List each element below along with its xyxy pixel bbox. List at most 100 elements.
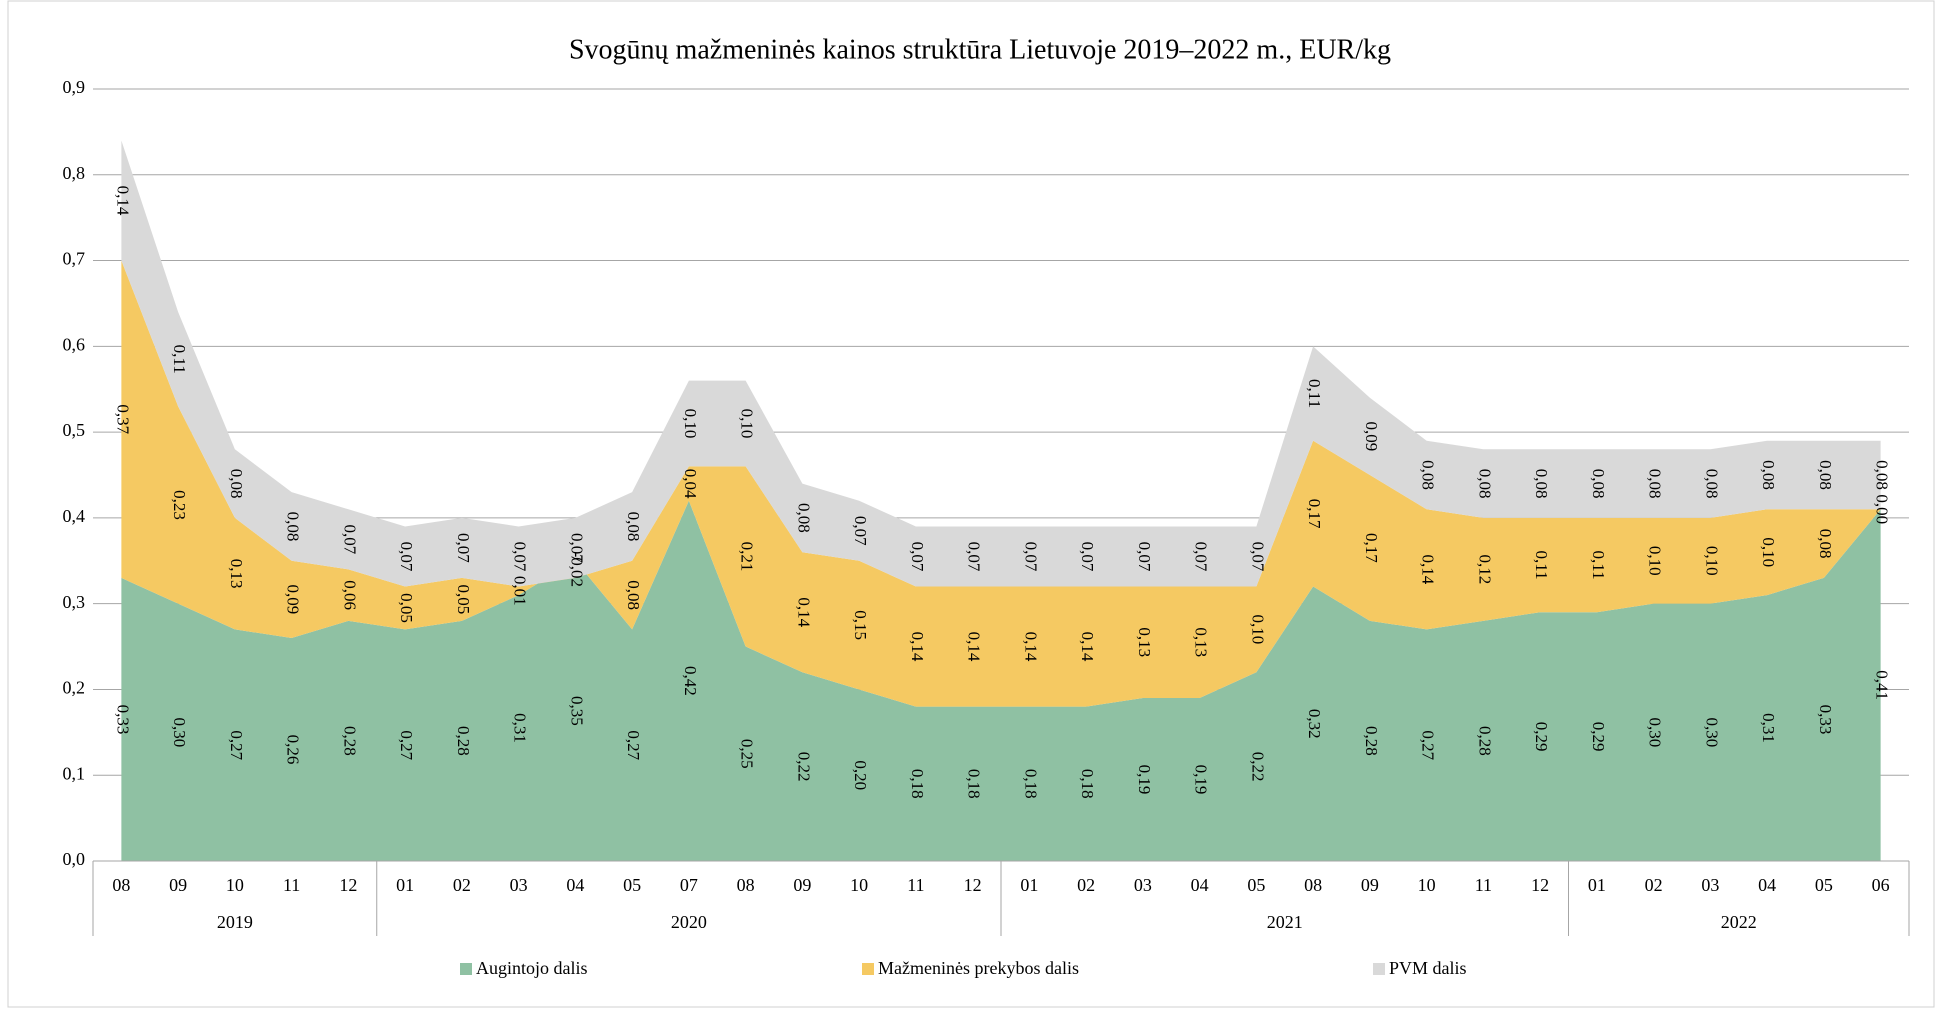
data-label: 0,23 [170,490,189,520]
data-label: 0,09 [1362,422,1381,452]
data-label: 0,17 [1305,499,1324,529]
x-group-label: 2021 [1267,912,1303,932]
x-group-label: 2019 [217,912,253,932]
legend-label: PVM dalis [1389,958,1467,978]
data-label: 0,06 [340,580,359,610]
y-tick-label: 0,2 [63,678,86,698]
y-tick-label: 0,8 [63,163,86,183]
data-label: 0,28 [1475,726,1494,756]
data-label: 0,14 [1078,632,1097,662]
x-tick-label: 04 [1191,875,1209,895]
x-tick-label: 10 [1418,875,1436,895]
x-tick-label: 04 [1758,875,1776,895]
y-tick-label: 0,9 [63,77,86,97]
data-label: 0,08 [1873,460,1892,490]
data-label: 0,10 [1646,546,1665,576]
data-label: 0,19 [1135,765,1154,795]
y-tick-label: 0,1 [63,763,86,783]
data-label: 0,08 [1759,460,1778,490]
data-label: 0,28 [340,726,359,756]
data-label: 0,07 [1192,542,1211,572]
data-label: 0,08 [1702,469,1721,499]
x-tick-label: 10 [226,875,244,895]
data-label: 0,13 [1192,627,1211,657]
legend-swatch [862,963,874,975]
area [121,500,1881,861]
data-label: 0,01 [511,576,530,606]
legend-label: Mažmeninės prekybos dalis [878,958,1079,978]
data-label: 0,27 [1419,730,1438,760]
y-tick-label: 0,3 [63,592,86,612]
data-label: 0,22 [1248,752,1267,782]
data-label: 0,28 [1362,726,1381,756]
data-label: 0,09 [284,585,303,615]
x-tick-label: 01 [1588,875,1606,895]
legend-swatch [1373,963,1385,975]
data-label: 0,08 [1532,469,1551,499]
chart-title: Svogūnų mažmeninės kainos struktūra Liet… [569,34,1391,65]
x-tick-label: 08 [737,875,755,895]
data-label: 0,11 [170,345,189,374]
data-label: 0,11 [1532,551,1551,580]
data-label: 0,27 [624,730,643,760]
x-tick-label: 02 [1645,875,1663,895]
legend-swatch [460,963,472,975]
x-tick-label: 05 [1247,875,1265,895]
x-tick-label: 12 [964,875,982,895]
data-label: 0,10 [1702,546,1721,576]
x-tick-label: 03 [510,875,528,895]
x-tick-label: 07 [680,875,698,895]
data-label: 0,10 [681,409,700,439]
x-tick-label: 03 [1701,875,1719,895]
x-tick-label: 08 [1304,875,1322,895]
y-tick-label: 0,6 [63,334,86,354]
data-label: 0,10 [1248,615,1267,645]
x-tick-label: 04 [566,875,584,895]
x-tick-label: 09 [169,875,187,895]
data-label: 0,10 [738,409,757,439]
x-tick-label: 12 [1531,875,1549,895]
x-tick-label: 10 [850,875,868,895]
legend-label: Augintojo dalis [476,958,588,978]
x-tick-label: 11 [1475,875,1492,895]
data-label: 0,07 [1248,542,1267,572]
data-label: 0,26 [284,735,303,765]
data-label: 0,14 [794,597,813,627]
y-tick-label: 0,4 [63,506,86,526]
data-label: 0,14 [1419,554,1438,584]
data-label: 0,29 [1532,722,1551,752]
data-label: 0,25 [738,739,757,769]
data-label: 0,04 [681,469,700,499]
data-label: 0,07 [908,542,927,572]
data-label: 0,33 [113,705,132,735]
data-label: 0,07 [511,542,530,572]
data-label: 0,07 [965,542,984,572]
data-label: 0,20 [851,760,870,790]
data-label: 0,13 [1135,627,1154,657]
area [121,140,1881,587]
data-label: 0,31 [1759,713,1778,743]
data-label: 0,30 [1646,717,1665,747]
data-label: 0,07 [397,542,416,572]
data-label: 0,18 [1021,769,1040,799]
data-label: 0,17 [1362,533,1381,563]
data-label: 0,07 [567,533,586,563]
y-tick-label: 0,5 [63,420,86,440]
data-label: 0,12 [1475,554,1494,584]
x-group-label: 2022 [1721,912,1757,932]
data-label: 0,08 [1646,469,1665,499]
data-label: 0,30 [170,717,189,747]
data-label: 0,08 [1419,460,1438,490]
data-label: 0,08 [227,469,246,499]
x-tick-label: 12 [339,875,357,895]
data-label: 0,18 [908,769,927,799]
data-label: 0,08 [624,512,643,542]
data-label: 0,31 [511,713,530,743]
x-tick-label: 11 [907,875,924,895]
data-label: -0,02 [567,552,586,587]
data-label: 0,21 [738,542,757,572]
x-tick-label: 02 [453,875,471,895]
area [121,260,1881,707]
x-tick-label: 09 [793,875,811,895]
